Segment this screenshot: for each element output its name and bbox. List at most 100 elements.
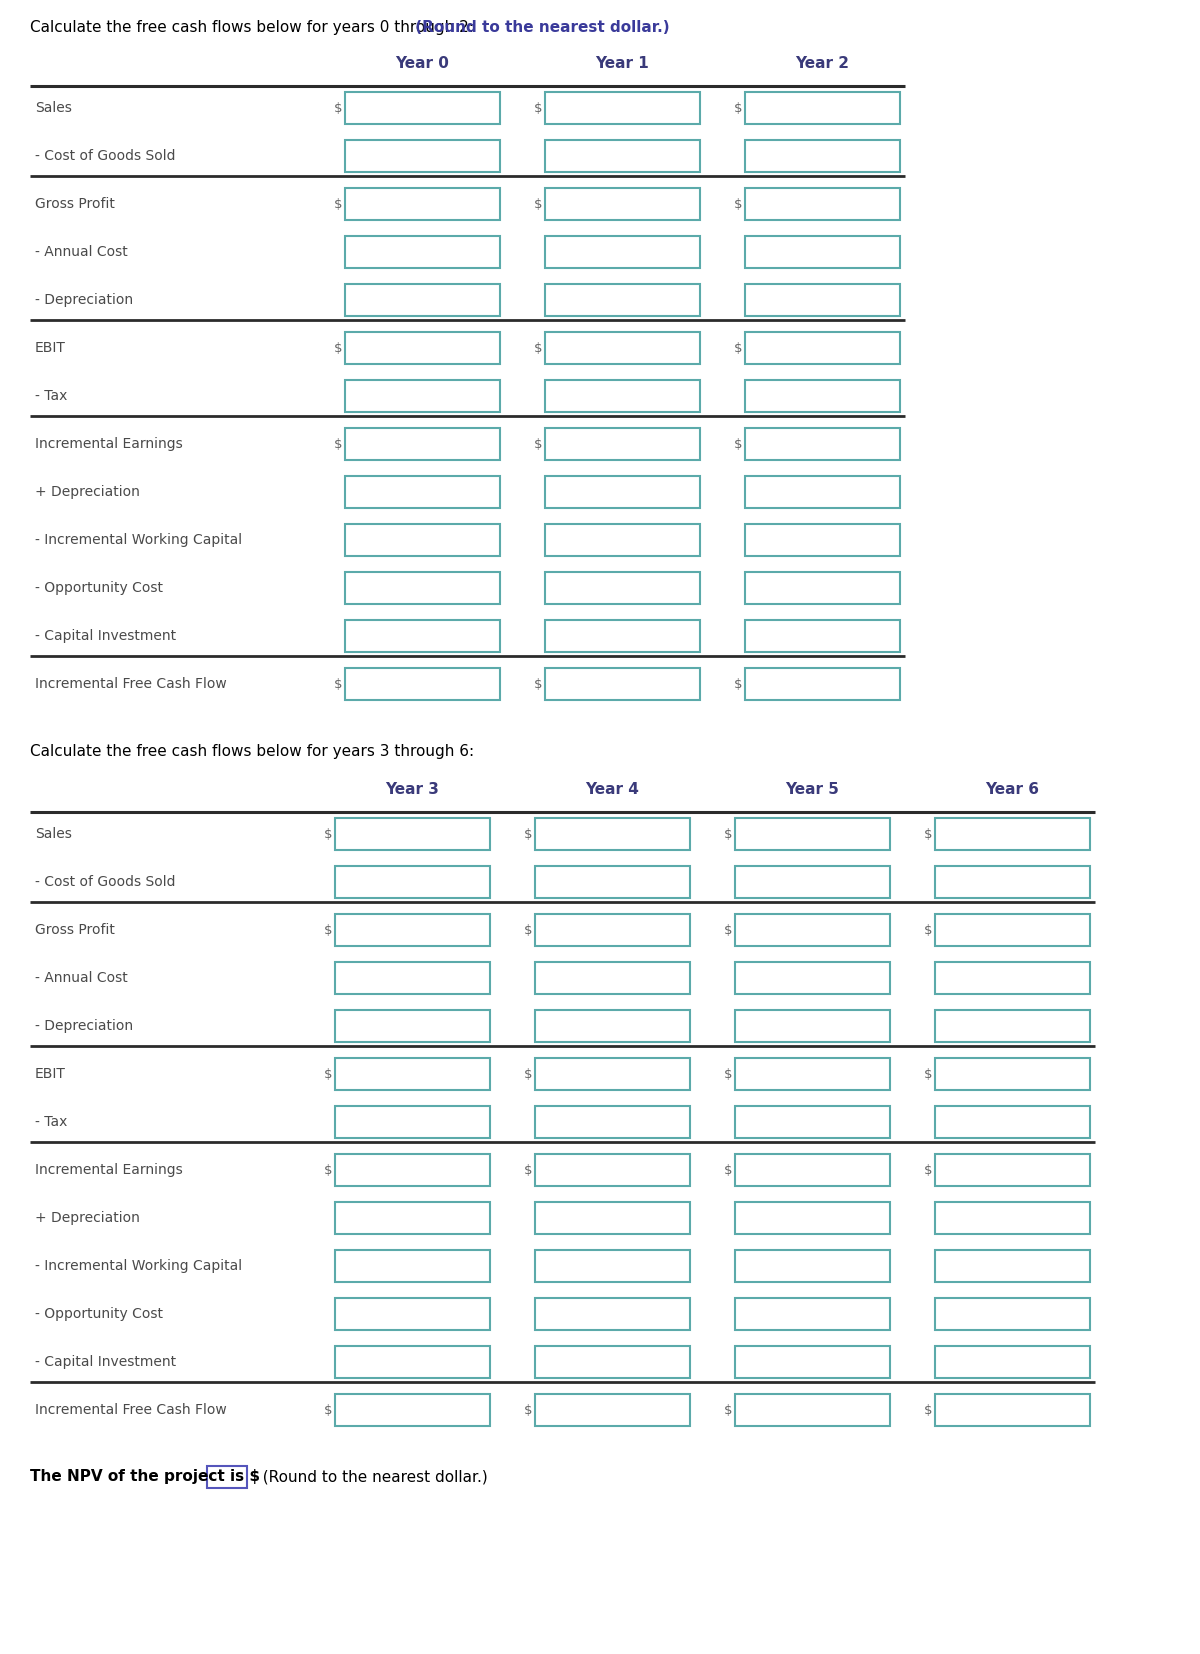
Text: $: $ (523, 923, 532, 936)
Text: + Depreciation: + Depreciation (35, 485, 140, 500)
Text: - Cost of Goods Sold: - Cost of Goods Sold (35, 149, 175, 164)
Text: Sales: Sales (35, 101, 72, 116)
Bar (535, 1107, 690, 1138)
Text: Year 0: Year 0 (395, 56, 449, 71)
Bar (935, 1394, 1090, 1426)
Bar (346, 93, 500, 124)
Text: $: $ (534, 438, 542, 450)
Text: $: $ (733, 341, 742, 354)
Bar (935, 915, 1090, 946)
Bar (335, 1154, 490, 1186)
Bar (535, 1250, 690, 1282)
Bar (545, 189, 700, 220)
Text: Year 3: Year 3 (385, 782, 439, 797)
Text: $: $ (334, 101, 342, 114)
Text: EBIT: EBIT (35, 341, 66, 356)
Bar (745, 380, 900, 412)
Text: $: $ (724, 1404, 732, 1416)
Bar (935, 1107, 1090, 1138)
Text: - Incremental Working Capital: - Incremental Working Capital (35, 533, 242, 547)
Text: $: $ (924, 1163, 932, 1176)
Bar (335, 867, 490, 898)
Text: The NPV of the project is $: The NPV of the project is $ (30, 1469, 260, 1485)
Bar (545, 476, 700, 508)
Bar (335, 1107, 490, 1138)
Bar (734, 915, 890, 946)
Bar (935, 1250, 1090, 1282)
Text: $: $ (534, 678, 542, 690)
Text: $: $ (724, 1163, 732, 1176)
Bar (745, 93, 900, 124)
Bar (346, 189, 500, 220)
Bar (745, 572, 900, 604)
Bar (745, 524, 900, 556)
Text: $: $ (324, 1067, 332, 1080)
Text: Incremental Free Cash Flow: Incremental Free Cash Flow (35, 676, 227, 691)
Bar (935, 1346, 1090, 1378)
Text: + Depreciation: + Depreciation (35, 1211, 140, 1226)
Bar (545, 284, 700, 316)
Text: Year 2: Year 2 (796, 56, 850, 71)
Bar (545, 93, 700, 124)
Bar (545, 141, 700, 172)
Bar (734, 1011, 890, 1042)
Bar (545, 668, 700, 700)
Bar (535, 963, 690, 994)
Text: $: $ (724, 827, 732, 840)
Text: $: $ (324, 923, 332, 936)
Bar (335, 1250, 490, 1282)
Bar (335, 1202, 490, 1234)
Bar (346, 141, 500, 172)
Bar (346, 428, 500, 460)
Bar (745, 237, 900, 268)
Text: $: $ (733, 678, 742, 690)
Bar (346, 668, 500, 700)
Text: $: $ (924, 1404, 932, 1416)
Text: - Capital Investment: - Capital Investment (35, 629, 176, 643)
Text: Year 6: Year 6 (985, 782, 1039, 797)
Text: $: $ (523, 1404, 532, 1416)
Text: $: $ (733, 438, 742, 450)
Bar (745, 332, 900, 364)
Bar (335, 1059, 490, 1090)
Bar (734, 819, 890, 850)
Bar (935, 1154, 1090, 1186)
Text: Incremental Earnings: Incremental Earnings (35, 1163, 182, 1178)
Bar (734, 1394, 890, 1426)
Bar (935, 1011, 1090, 1042)
Bar (346, 476, 500, 508)
Bar (335, 1394, 490, 1426)
Bar (545, 380, 700, 412)
Bar (734, 963, 890, 994)
Bar (535, 1394, 690, 1426)
Text: Incremental Earnings: Incremental Earnings (35, 437, 182, 452)
Text: EBIT: EBIT (35, 1067, 66, 1082)
Text: Gross Profit: Gross Profit (35, 197, 115, 212)
Text: $: $ (924, 827, 932, 840)
Text: $: $ (324, 1163, 332, 1176)
Text: $: $ (523, 1163, 532, 1176)
Bar (335, 915, 490, 946)
Text: (Round to the nearest dollar.): (Round to the nearest dollar.) (253, 1469, 487, 1485)
Bar (535, 819, 690, 850)
Bar (935, 819, 1090, 850)
Text: $: $ (334, 678, 342, 690)
Text: $: $ (924, 1067, 932, 1080)
Bar (206, 1465, 247, 1489)
Bar (745, 284, 900, 316)
Bar (734, 1154, 890, 1186)
Bar (335, 963, 490, 994)
Text: Calculate the free cash flows below for years 0 through 2:: Calculate the free cash flows below for … (30, 20, 474, 35)
Text: Year 4: Year 4 (586, 782, 638, 797)
Text: Sales: Sales (35, 827, 72, 840)
Bar (346, 572, 500, 604)
Bar (346, 332, 500, 364)
Bar (545, 620, 700, 652)
Bar (545, 332, 700, 364)
Bar (535, 1298, 690, 1330)
Bar (545, 237, 700, 268)
Text: - Tax: - Tax (35, 389, 67, 404)
Bar (335, 1011, 490, 1042)
Text: $: $ (534, 341, 542, 354)
Text: Year 1: Year 1 (595, 56, 649, 71)
